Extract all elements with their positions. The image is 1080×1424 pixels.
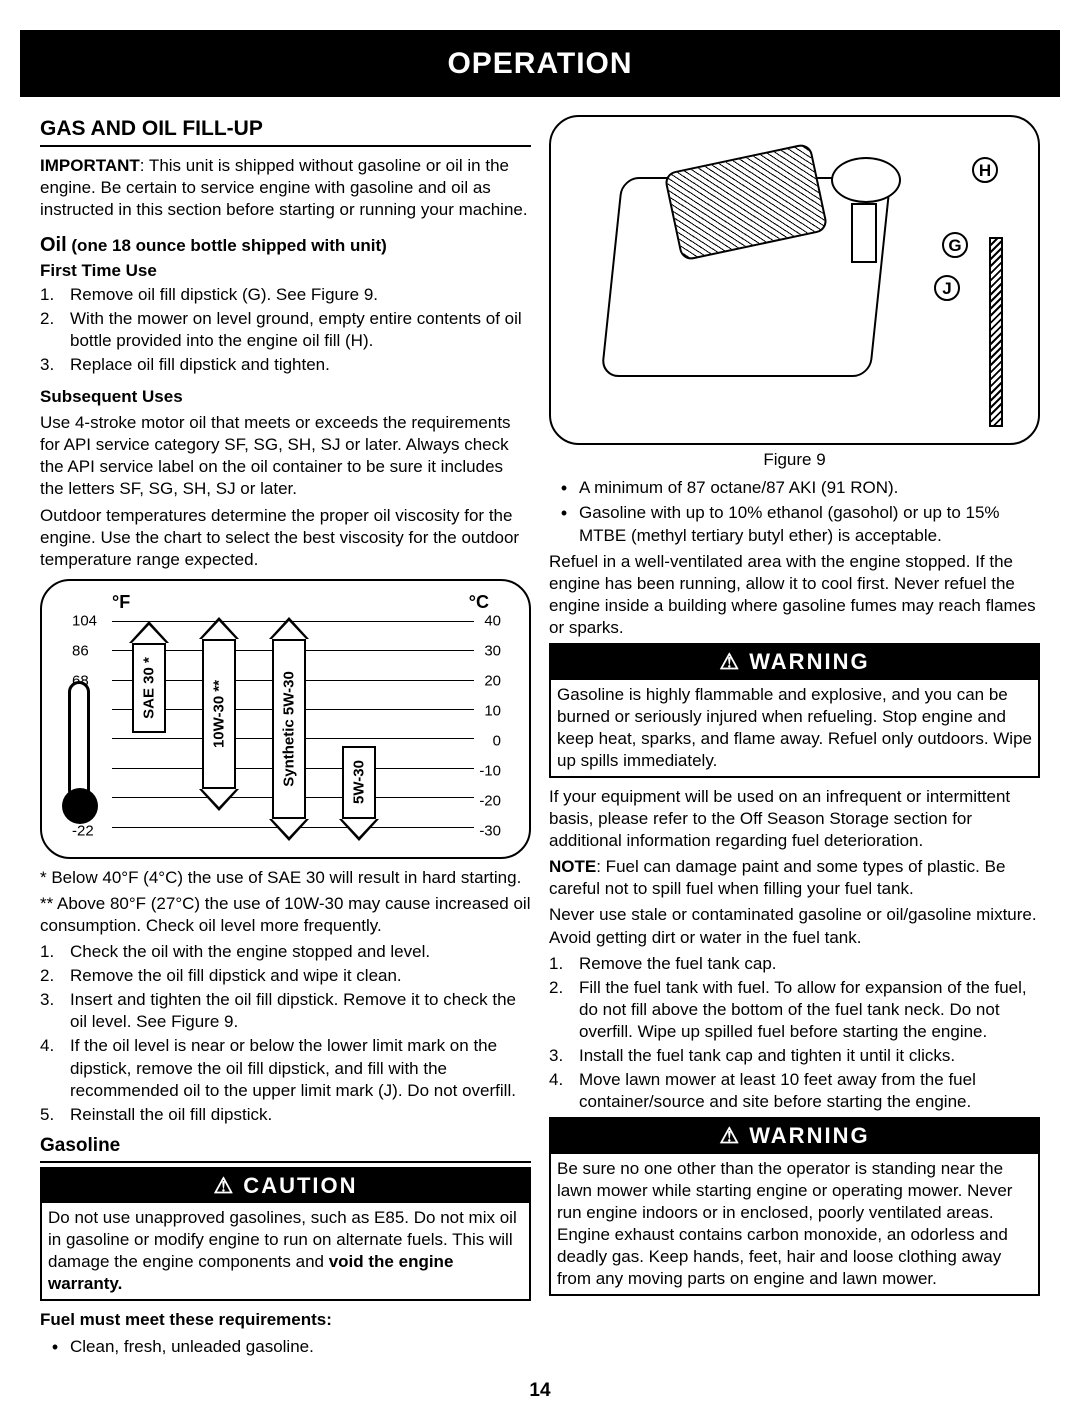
step-text: Replace oil fill dipstick and tighten. xyxy=(70,354,330,376)
subsequent-label: Subsequent Uses xyxy=(40,386,531,408)
syn-label: Synthetic 5W-30 xyxy=(279,671,299,787)
oil-check-steps: 1.Check the oil with the engine stopped … xyxy=(40,941,531,1126)
syn5w30-bar: Synthetic 5W-30 xyxy=(272,639,306,819)
caution-box: ⚠ CAUTION Do not use unapproved gasoline… xyxy=(40,1167,531,1302)
list-item: 1.Remove oil fill dipstick (G). See Figu… xyxy=(40,284,531,306)
thermometer-icon xyxy=(68,681,90,801)
fuel-fill-steps: 1.Remove the fuel tank cap. 2.Fill the f… xyxy=(549,953,1040,1114)
10w30-bar: 10W-30 ** xyxy=(202,639,236,789)
offseason-para: If your equipment will be used on an inf… xyxy=(549,786,1040,852)
page-number: 14 xyxy=(40,1379,1040,1404)
callout-j: J xyxy=(934,275,960,301)
important-para: IMPORTANT: This unit is shipped without … xyxy=(40,155,531,221)
right-column: H G J Figure 9 •A minimum of 87 octane/8… xyxy=(549,115,1040,1361)
sae30-bar: SAE 30 * xyxy=(132,643,166,733)
fuel-spec-bullets: •A minimum of 87 octane/87 AKI (91 RON).… xyxy=(549,477,1040,547)
list-item: •Clean, fresh, unleaded gasoline. xyxy=(40,1336,531,1359)
list-item: 1.Remove the fuel tank cap. xyxy=(549,953,1040,975)
sae30-label: SAE 30 * xyxy=(139,657,159,719)
footnote-2: ** Above 80°F (27°C) the use of 10W-30 m… xyxy=(40,893,531,937)
5w30-bar: 5W-30 xyxy=(342,746,376,819)
manual-page: OPERATION GAS AND OIL FILL-UP IMPORTANT:… xyxy=(0,0,1080,1424)
oil-word: Oil xyxy=(40,234,67,256)
left-column: GAS AND OIL FILL-UP IMPORTANT: This unit… xyxy=(40,115,531,1361)
footnote-1: * Below 40°F (4°C) the use of SAE 30 wil… xyxy=(40,867,531,889)
caution-body: Do not use unapproved gasolines, such as… xyxy=(42,1203,529,1299)
list-item: 3.Replace oil fill dipstick and tighten. xyxy=(40,354,531,376)
dipstick-icon xyxy=(989,237,1003,427)
step-text: With the mower on level ground, empty en… xyxy=(70,308,531,352)
gasoline-title: Gasoline xyxy=(40,1134,531,1163)
5w30-label: 5W-30 xyxy=(349,760,369,804)
list-item: 4.If the oil level is near or below the … xyxy=(40,1035,531,1101)
list-item: 4.Move lawn mower at least 10 feet away … xyxy=(549,1069,1040,1113)
note-para: NOTE: Fuel can damage paint and some typ… xyxy=(549,856,1040,900)
important-label: IMPORTANT xyxy=(40,156,140,175)
list-item: 5.Reinstall the oil fill dipstick. xyxy=(40,1104,531,1126)
oil-first-steps: 1.Remove oil fill dipstick (G). See Figu… xyxy=(40,284,531,376)
callout-h: H xyxy=(972,157,998,183)
f-label: °F xyxy=(112,591,130,614)
fuel-req-list: •Clean, fresh, unleaded gasoline. xyxy=(40,1336,531,1359)
warning-box-2: ⚠ WARNING Be sure no one other than the … xyxy=(549,1117,1040,1296)
warning-body: Be sure no one other than the operator i… xyxy=(551,1154,1038,1295)
callout-g: G xyxy=(942,232,968,258)
list-item: •A minimum of 87 octane/87 AKI (91 RON). xyxy=(549,477,1040,500)
warning-head: ⚠ WARNING xyxy=(551,1119,1038,1154)
first-time-use: First Time Use xyxy=(40,260,531,282)
warning-body: Gasoline is highly flammable and explosi… xyxy=(551,680,1038,776)
list-item: 3.Insert and tighten the oil fill dipsti… xyxy=(40,989,531,1033)
10w30-label: 10W-30 ** xyxy=(209,680,229,748)
caution-head: ⚠ CAUTION xyxy=(42,1169,529,1204)
oil-note: (one 18 ounce bottle shipped with unit) xyxy=(67,236,387,255)
subsequent-p2: Outdoor temperatures determine the prope… xyxy=(40,505,531,571)
list-item: •Gasoline with up to 10% ethanol (gasoho… xyxy=(549,502,1040,546)
list-item: 3.Install the fuel tank cap and tighten … xyxy=(549,1045,1040,1067)
step-text: Remove oil fill dipstick (G). See Figure… xyxy=(70,284,378,306)
figure-caption: Figure 9 xyxy=(549,449,1040,471)
list-item: 2.Fill the fuel tank with fuel. To allow… xyxy=(549,977,1040,1043)
list-item: 1.Check the oil with the engine stopped … xyxy=(40,941,531,963)
figure-9: H G J xyxy=(549,115,1040,445)
fuel-req-label: Fuel must meet these requirements: xyxy=(40,1309,531,1331)
stale-para: Never use stale or contaminated gasoline… xyxy=(549,904,1040,948)
oil-heading: Oil (one 18 ounce bottle shipped with un… xyxy=(40,232,531,258)
operation-banner: OPERATION xyxy=(20,30,1060,97)
warning-box-1: ⚠ WARNING Gasoline is highly flammable a… xyxy=(549,643,1040,778)
subsequent-p1: Use 4-stroke motor oil that meets or exc… xyxy=(40,412,531,500)
gas-oil-title: GAS AND OIL FILL-UP xyxy=(40,115,531,147)
list-item: 2.Remove the oil fill dipstick and wipe … xyxy=(40,965,531,987)
warning-head: ⚠ WARNING xyxy=(551,645,1038,680)
list-item: 2.With the mower on level ground, empty … xyxy=(40,308,531,352)
two-column-layout: GAS AND OIL FILL-UP IMPORTANT: This unit… xyxy=(40,115,1040,1361)
refuel-para: Refuel in a well-ventilated area with th… xyxy=(549,551,1040,639)
oil-viscosity-chart: °F °C 104 86 68 50 32 14 xyxy=(40,579,531,859)
